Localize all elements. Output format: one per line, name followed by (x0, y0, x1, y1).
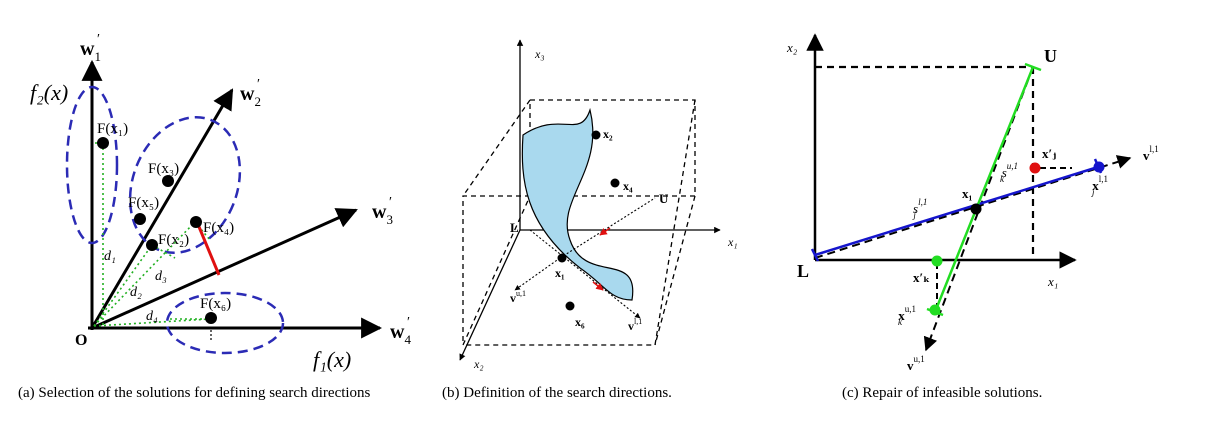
label-c-sj: sl,1 j (912, 197, 927, 220)
point-b-x6 (565, 301, 575, 311)
label-c-xj-l1: xl,1 j (1091, 174, 1108, 197)
caption-c: (c) Repair of infeasible solutions. (842, 385, 1043, 401)
point-x6 (205, 312, 217, 324)
label-f1: f₁(x) (313, 347, 351, 372)
label-b-x3: x₃ (534, 47, 545, 61)
label-d4: d₄ (146, 309, 158, 324)
label-b-L: L (510, 220, 519, 235)
bounding-box (462, 99, 696, 346)
point-c-xk-prime (931, 255, 943, 267)
label-w3: w3′ (372, 195, 393, 227)
label-b-px6: x₆ (575, 315, 585, 329)
label-c-x1: x₁ (1047, 274, 1058, 289)
pareto-surface (521, 107, 634, 301)
label-c-xk-u1: xu,1 k (898, 304, 916, 327)
label-c-vu: vu,1 (907, 354, 925, 373)
label-point-x1: F(x₁) (97, 121, 128, 137)
point-b-x2 (591, 130, 601, 140)
point-c-xj-l1 (1093, 161, 1105, 173)
label-w1: w1′ (80, 32, 101, 64)
point-b-x1 (557, 253, 567, 263)
cluster-ellipse-bottom (165, 291, 285, 355)
label-point-x4: F(x₄) (203, 220, 234, 236)
point-x1 (97, 137, 109, 149)
direction-v-u1 (923, 66, 1034, 352)
caption-b: (b) Definition of the search directions. (442, 385, 672, 401)
label-c-vl: vl,1 (1143, 144, 1159, 163)
label-d1: d₁ (104, 249, 116, 264)
label-b-vu: vu,1 (510, 289, 526, 305)
label-point-x2: F(x₂) (158, 232, 189, 248)
label-b-vl: vl,1 (628, 317, 642, 333)
label-d3: d₃ (155, 269, 167, 284)
feasible-box (815, 65, 1035, 258)
point-b-x4 (610, 178, 620, 188)
label-c-sk: su,1 k (1000, 161, 1018, 184)
label-c-L: L (797, 261, 809, 281)
caption-a: (a) Selection of the solutions for defin… (18, 385, 371, 401)
point-c-x1 (970, 203, 982, 215)
panel-c: x₂ x₁ U L x₁ x′ⱼ xl,1 j x′ₖ xu,1 k su,1 k s… (786, 33, 1159, 373)
label-c-U: U (1044, 46, 1057, 66)
label-c-xj-prime: x′ⱼ (1042, 146, 1056, 161)
label-b-U: U (659, 191, 669, 206)
panel-b: x₃ x₁ x₂ U L x₂ x₄ x₁ x₆ vu,1 vl,1 (459, 39, 738, 371)
label-b-x2: x₂ (473, 357, 484, 371)
point-x4 (190, 216, 202, 228)
label-d2: d₂ (130, 285, 142, 300)
point-c-xk-u1 (929, 304, 941, 316)
point-c-xj-prime (1029, 162, 1041, 174)
point-x3 (162, 175, 174, 187)
label-c-xk-prime: x′ₖ (913, 270, 930, 285)
label-f2: f₂(x) (30, 80, 68, 105)
axis-x2 (459, 229, 521, 361)
segment-blue (814, 165, 1099, 257)
axis-w2 (90, 88, 234, 329)
label-c-x2: x₂ (786, 40, 798, 55)
axis-w3 (91, 208, 358, 330)
label-point-x3: F(x₃) (148, 161, 179, 177)
label-w4: w4′ (390, 315, 411, 347)
label-w2: w2′ (240, 77, 261, 109)
label-b-px4: x₄ (623, 179, 633, 193)
label-b-px1: x₁ (555, 266, 565, 280)
point-x5 (134, 213, 146, 225)
label-b-px2: x₂ (603, 127, 613, 141)
label-point-x6: F(x₆) (200, 296, 231, 312)
cluster-ellipse-top (65, 85, 119, 245)
cluster-ellipse-middle (128, 115, 242, 255)
segment-green (933, 66, 1035, 313)
label-c-x1pt: x₁ (962, 186, 973, 201)
label-point-x5: F(x₅) (128, 195, 159, 211)
red-distance-line (195, 221, 221, 276)
panel-a: w1′ w2′ w3′ w4′ f₂(x) f₁(x) O F(x₁) F(x₃… (30, 32, 411, 372)
label-origin: O (75, 332, 87, 349)
point-x2 (146, 239, 158, 251)
label-b-x1: x₁ (727, 235, 738, 249)
